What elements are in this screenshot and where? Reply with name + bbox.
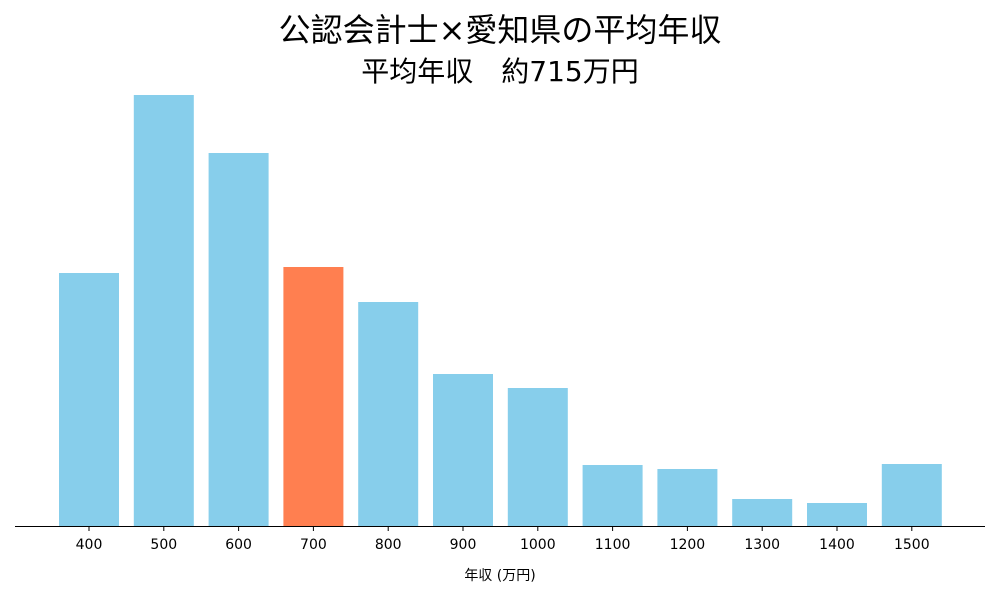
bar [59, 273, 119, 526]
x-tick-label: 900 [450, 537, 477, 553]
bar [807, 503, 867, 526]
bar [582, 465, 643, 526]
chart-subtitle: 平均年収 約715万円 [361, 55, 638, 88]
x-tick-label: 600 [225, 537, 252, 553]
x-tick-label: 700 [300, 537, 327, 553]
bar [507, 388, 568, 526]
x-tick-label: 1200 [670, 537, 706, 553]
bar [657, 469, 718, 526]
x-tick-label: 1300 [744, 537, 780, 553]
x-axis-label: 年収 (万円) [464, 568, 535, 584]
bar [732, 499, 793, 526]
x-tick-label: 400 [76, 537, 103, 553]
bar [283, 267, 344, 526]
x-tick-label: 1000 [520, 537, 556, 553]
bar [358, 302, 419, 526]
x-tick-label: 1400 [819, 537, 855, 553]
x-tick-label: 800 [375, 537, 402, 553]
bar [133, 95, 194, 526]
x-tick-label: 500 [150, 537, 177, 553]
bar [208, 153, 269, 526]
x-tick-label: 1100 [595, 537, 631, 553]
chart-title: 公認会計士×愛知県の平均年収 [279, 11, 722, 49]
bar [433, 374, 493, 526]
bar [881, 464, 942, 526]
x-tick-label: 1500 [894, 537, 930, 553]
